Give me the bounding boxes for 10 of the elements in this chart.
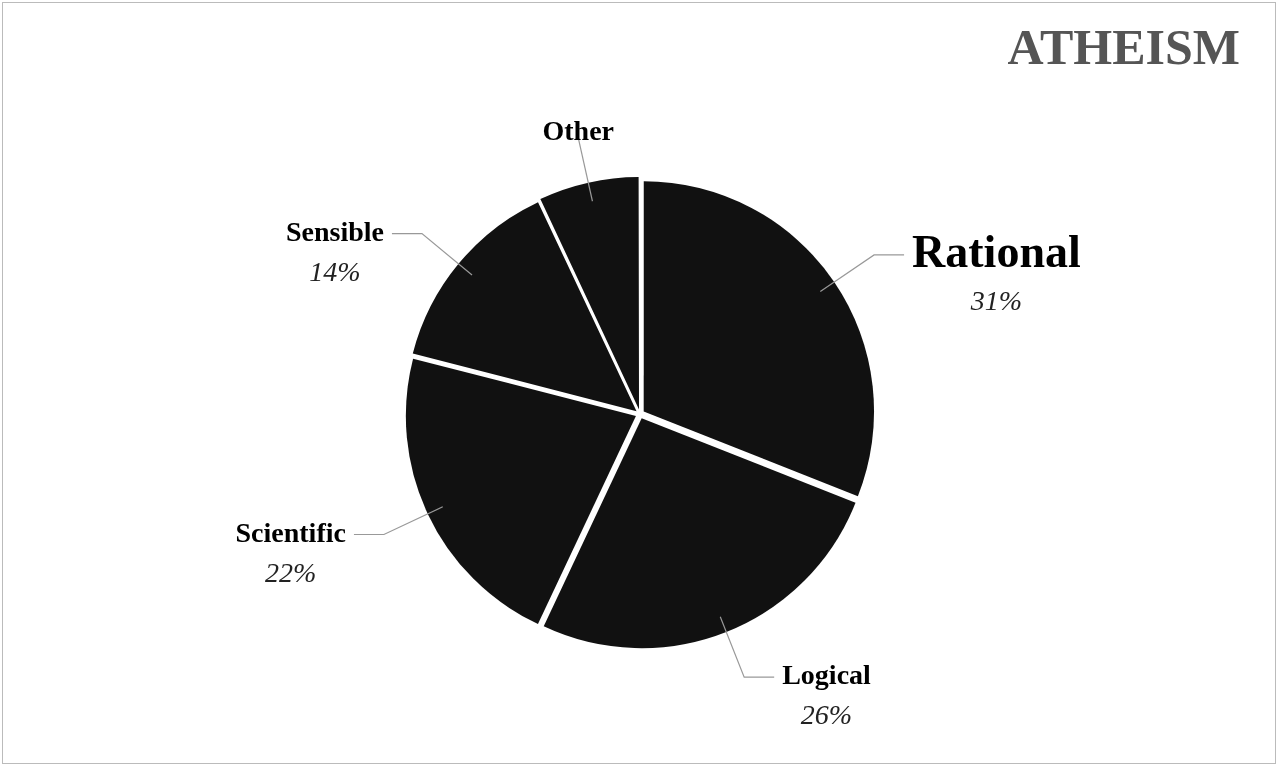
slice-label: Scientific xyxy=(235,516,346,548)
data-label: 26% xyxy=(800,699,853,731)
data-label: 14% xyxy=(309,255,361,287)
slice-label: Sensible xyxy=(285,215,384,247)
chart-title: ATHEISM xyxy=(1007,18,1240,76)
data-label: 22% xyxy=(265,556,317,588)
slice-label: Other xyxy=(542,115,615,147)
slice-label: Rational xyxy=(912,225,1081,277)
slice-label: Logical xyxy=(782,659,872,691)
data-label: 31% xyxy=(969,285,1023,317)
